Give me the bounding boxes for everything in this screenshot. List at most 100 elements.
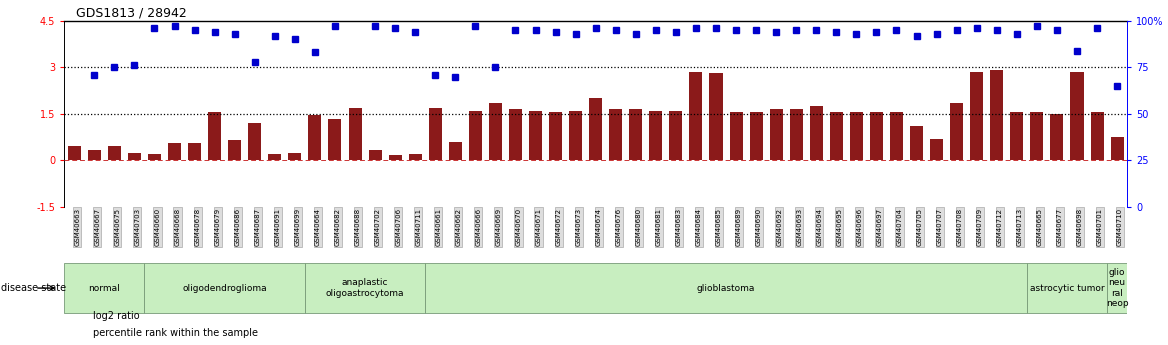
Bar [409,154,422,160]
Bar [990,70,1003,160]
Bar [449,142,461,160]
Text: GSM40690: GSM40690 [756,208,762,246]
Text: GSM40670: GSM40670 [515,208,521,246]
Bar [425,263,1027,313]
Text: percentile rank within the sample: percentile rank within the sample [93,328,258,338]
Text: GSM40679: GSM40679 [215,208,221,246]
Text: GSM40676: GSM40676 [616,208,621,246]
Bar [809,106,822,160]
Bar [429,108,442,160]
Text: disease state: disease state [1,283,67,293]
Bar [649,111,662,160]
Text: GSM40698: GSM40698 [1077,208,1083,246]
Text: GSM40683: GSM40683 [676,208,682,246]
Text: astrocytic tumor: astrocytic tumor [1030,284,1104,293]
Text: GSM40706: GSM40706 [395,208,401,246]
Bar [890,112,903,160]
Bar [1070,72,1084,160]
Text: GSM40693: GSM40693 [797,208,802,246]
Bar [689,72,702,160]
Text: GSM40661: GSM40661 [436,208,442,246]
Bar [1111,137,1124,160]
Text: GSM40677: GSM40677 [1057,208,1063,246]
Bar [971,72,983,160]
Bar [790,109,802,160]
Text: log2 ratio: log2 ratio [93,311,140,321]
Bar [569,111,582,160]
Text: GSM40696: GSM40696 [856,208,862,246]
Bar [589,98,603,160]
Text: GSM40710: GSM40710 [1117,208,1124,246]
Text: GSM40665: GSM40665 [1037,208,1043,246]
Bar [249,123,262,160]
Text: GSM40709: GSM40709 [976,208,982,246]
Bar [1050,114,1063,160]
Bar [208,112,221,160]
Text: GSM40703: GSM40703 [134,208,140,246]
Bar [1030,112,1043,160]
Text: GSM40681: GSM40681 [656,208,662,246]
Text: GSM40673: GSM40673 [576,208,582,246]
Text: GSM40680: GSM40680 [635,208,641,246]
Bar [1027,263,1107,313]
Bar [269,154,281,160]
Bar [128,152,141,160]
Text: GSM40688: GSM40688 [355,208,361,246]
Text: GSM40697: GSM40697 [876,208,883,246]
Text: GSM40685: GSM40685 [716,208,722,246]
Bar [369,150,382,160]
Text: GSM40660: GSM40660 [154,208,160,246]
Text: GSM40667: GSM40667 [95,208,100,246]
Bar [489,103,502,160]
Text: GSM40672: GSM40672 [556,208,562,246]
Text: GSM40704: GSM40704 [897,208,903,246]
Text: GSM40686: GSM40686 [235,208,241,246]
Bar [950,103,964,160]
Bar [610,109,623,160]
Text: anaplastic
oligoastrocytoma: anaplastic oligoastrocytoma [326,278,404,298]
Text: GSM40705: GSM40705 [917,208,923,246]
Bar [549,112,562,160]
Text: GSM40695: GSM40695 [836,208,842,246]
Bar [770,109,783,160]
Bar [308,116,321,160]
Bar [288,152,301,160]
Text: GSM40687: GSM40687 [255,208,260,246]
Text: GSM40689: GSM40689 [736,208,742,246]
Text: GSM40708: GSM40708 [957,208,962,246]
Bar [750,112,763,160]
Text: GSM40669: GSM40669 [495,208,501,246]
Text: GSM40675: GSM40675 [114,208,120,246]
Bar [107,146,121,160]
Bar [64,263,145,313]
Text: normal: normal [89,284,120,293]
Bar [305,263,425,313]
Bar [910,126,923,160]
Bar [68,146,81,160]
Text: glio
neu
ral
neop: glio neu ral neop [1106,268,1128,308]
Bar [730,112,743,160]
Text: GSM40682: GSM40682 [335,208,341,246]
Bar [1010,112,1023,160]
Text: GSM40701: GSM40701 [1097,208,1103,246]
Bar [145,263,305,313]
Bar [188,144,201,160]
Text: oligodendroglioma: oligodendroglioma [182,284,267,293]
Bar [850,112,863,160]
Text: GSM40691: GSM40691 [274,208,280,246]
Bar [148,154,161,160]
Bar [630,109,642,160]
Bar [870,112,883,160]
Text: GSM40678: GSM40678 [195,208,201,246]
Bar [529,111,542,160]
Text: GDS1813 / 28942: GDS1813 / 28942 [76,7,187,20]
Text: GSM40668: GSM40668 [174,208,181,246]
Text: GSM40663: GSM40663 [75,208,81,246]
Text: GSM40713: GSM40713 [1017,208,1023,246]
Bar [1091,112,1104,160]
Bar [669,111,682,160]
Text: GSM40674: GSM40674 [596,208,602,246]
Text: GSM40707: GSM40707 [937,208,943,246]
Text: glioblastoma: glioblastoma [697,284,756,293]
Bar [88,150,100,160]
